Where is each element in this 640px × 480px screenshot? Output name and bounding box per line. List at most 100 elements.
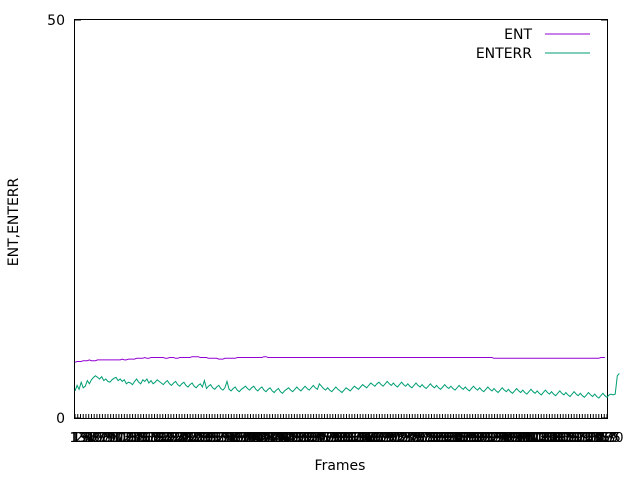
- x-tick-label: 997: [515, 431, 540, 446]
- x-tick-label: 229: [164, 431, 189, 446]
- x-tick-label: 115: [112, 431, 137, 446]
- x-tick-label: 421: [252, 431, 277, 446]
- x-tick-label: 961: [499, 431, 524, 446]
- x-tick-label: 901: [471, 431, 496, 446]
- x-tick-label: 871: [457, 431, 482, 446]
- x-tick-label: 253: [175, 431, 200, 446]
- x-tick-label: 1165: [588, 431, 621, 446]
- x-tick-label: 37: [80, 431, 97, 446]
- x-tick-label: 619: [342, 431, 367, 446]
- x-tick-label: 169: [137, 431, 162, 446]
- x-tick-label: 1093: [555, 431, 588, 446]
- x-tick-label: 769: [411, 431, 436, 446]
- x-tick-label: 331: [211, 431, 236, 446]
- x-tick-label: 127: [117, 431, 142, 446]
- x-tick-label: 763: [408, 431, 433, 446]
- x-tick-label: 1021: [522, 431, 555, 446]
- y-tick-labels: 0 50: [47, 13, 65, 427]
- x-tick-label: 877: [460, 431, 485, 446]
- x-tick-label: 481: [279, 431, 304, 446]
- x-tick-label: 613: [340, 431, 365, 446]
- x-tick-label: 529: [301, 431, 326, 446]
- x-tick-label: 505: [290, 431, 315, 446]
- x-tick-label: 757: [405, 431, 430, 446]
- x-tick-label: 175: [139, 431, 164, 446]
- x-tick-label: 607: [337, 431, 362, 446]
- x-tick-label: 1033: [527, 431, 560, 446]
- x-tick-label: 1123: [569, 431, 602, 446]
- x-tick-label: 241: [170, 431, 195, 446]
- x-tick-label: 55: [89, 431, 106, 446]
- x-tick-label: 145: [126, 431, 151, 446]
- x-tick-label: 103: [106, 431, 131, 446]
- x-tick-label: 907: [474, 431, 499, 446]
- x-tick-label: 853: [449, 431, 474, 446]
- x-tick-label: 661: [361, 431, 386, 446]
- legend-label-ent: ENT: [504, 27, 532, 43]
- x-tick-label: 43: [83, 431, 100, 446]
- series-lines: [74, 356, 620, 399]
- x-tick-label: 787: [419, 431, 444, 446]
- x-tick-label: 799: [425, 431, 450, 446]
- x-tick-label: 19: [72, 431, 89, 446]
- x-tick-label: 727: [392, 431, 417, 446]
- x-tick-label: 1117: [566, 431, 599, 446]
- x-tick-label: 199: [150, 431, 175, 446]
- x-tick-label: 1099: [558, 431, 591, 446]
- x-tick-label: 121: [115, 431, 140, 446]
- x-tick-label: 13: [69, 431, 86, 446]
- x-tick-label: 577: [323, 431, 348, 446]
- x-tick-label: 649: [356, 431, 381, 446]
- x-tick-label: 1075: [547, 431, 580, 446]
- x-tick-label: 739: [397, 431, 422, 446]
- x-tick-label: 835: [441, 431, 466, 446]
- x-tick-label: 373: [230, 431, 255, 446]
- x-tick-label: 1051: [536, 431, 569, 446]
- x-tick-label: 181: [142, 431, 167, 446]
- x-tick-label: 679: [370, 431, 395, 446]
- x-tick-label: 1045: [533, 431, 566, 446]
- x-tick-label: 493: [285, 431, 310, 446]
- x-tick-label: 697: [378, 431, 403, 446]
- x-tick-label: 673: [367, 431, 392, 446]
- x-tick-label: 565: [318, 431, 343, 446]
- x-tick-label: 277: [186, 431, 211, 446]
- x-tick-label: 541: [307, 431, 332, 446]
- x-tick-label: 523: [298, 431, 323, 446]
- x-tick-label: 433: [257, 431, 282, 446]
- x-tick-label: 889: [466, 431, 491, 446]
- x-tick-label: 685: [372, 431, 397, 446]
- x-tick-label: 139: [123, 431, 148, 446]
- x-tick-label: 379: [233, 431, 258, 446]
- x-tick-labels: 1131925313743495561677379859197103109115…: [69, 431, 623, 446]
- x-tick-label: 949: [493, 431, 518, 446]
- x-tick-label: 415: [249, 431, 274, 446]
- x-tick-label: 1129: [571, 431, 604, 446]
- x-tick-label: 361: [224, 431, 249, 446]
- x-axis-label: Frames: [315, 458, 366, 474]
- x-tick-label: 955: [496, 431, 521, 446]
- x-tick-label: 733: [394, 431, 419, 446]
- x-tick-label: 1081: [549, 431, 582, 446]
- plot-frame: [74, 19, 608, 419]
- x-tick-label: 295: [194, 431, 219, 446]
- x-tick-label: 67: [94, 431, 111, 446]
- x-tick-label: 283: [189, 431, 214, 446]
- x-tick-label: 973: [504, 431, 529, 446]
- x-tick-label: 511: [293, 431, 318, 446]
- x-tick-label: 1: [71, 431, 79, 446]
- x-tick-label: 1057: [538, 431, 571, 446]
- x-tick-label: 1063: [541, 431, 574, 446]
- x-tick-label: 865: [455, 431, 480, 446]
- x-tick-label: 1141: [577, 431, 610, 446]
- x-tick-label: 937: [488, 431, 513, 446]
- x-tick-label: 163: [134, 431, 159, 446]
- x-tick-label: 775: [414, 431, 439, 446]
- x-tick-label: 919: [479, 431, 504, 446]
- x-tick-label: 601: [334, 431, 359, 446]
- x-tick-label: 895: [468, 431, 493, 446]
- x-tick-label: 403: [244, 431, 269, 446]
- x-tick-label: 247: [172, 431, 197, 446]
- x-tick-label: 781: [416, 431, 441, 446]
